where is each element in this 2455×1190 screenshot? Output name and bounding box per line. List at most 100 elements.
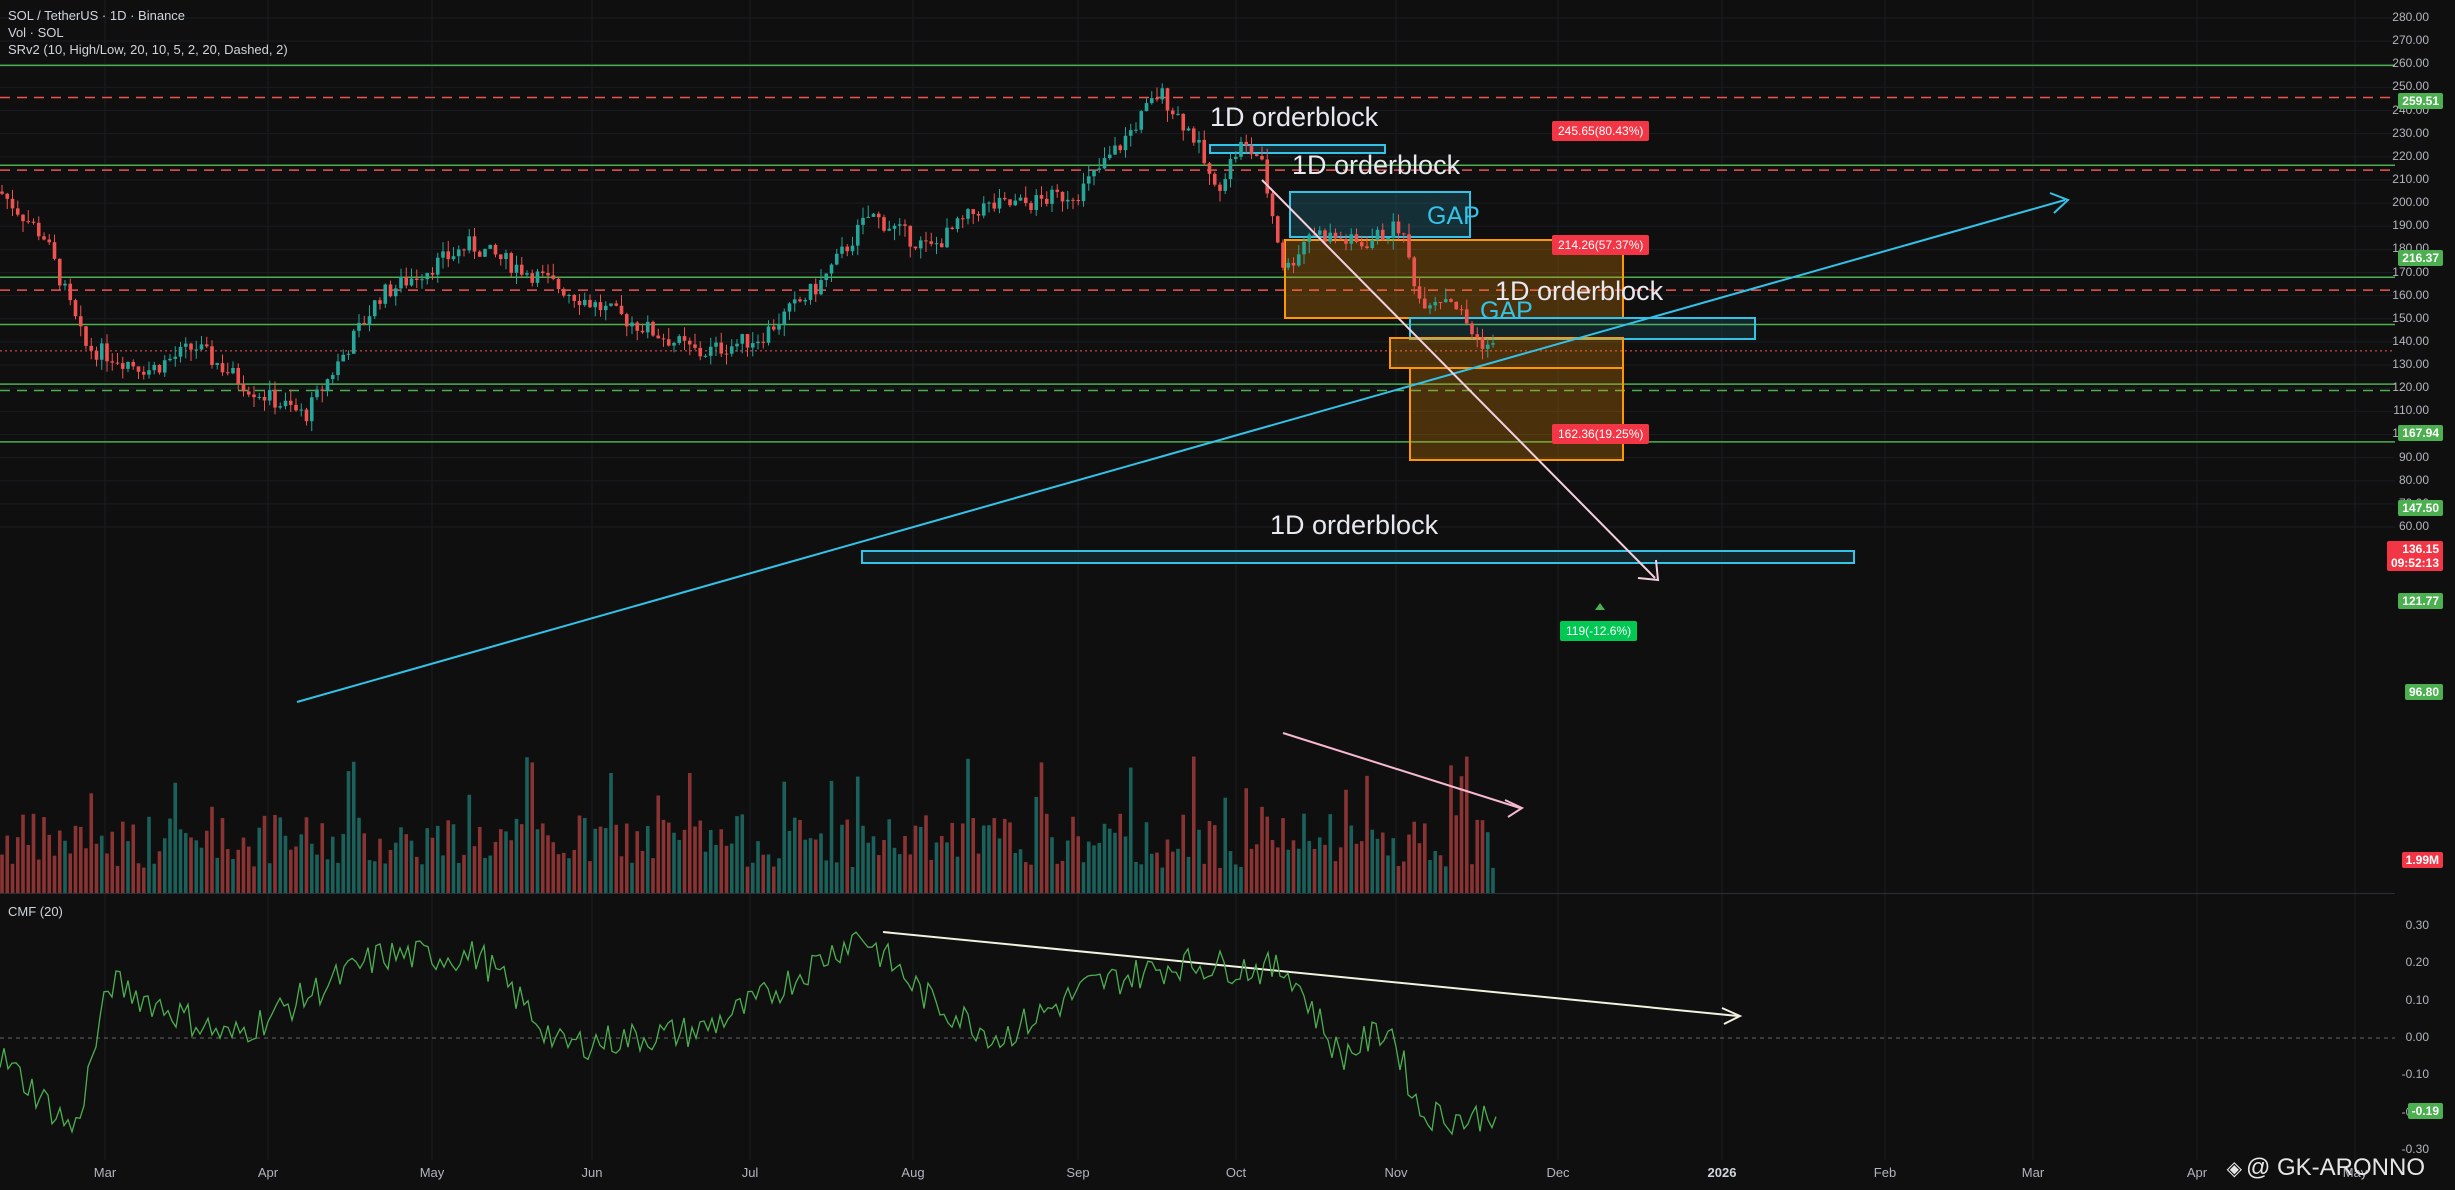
volume-legend[interactable]: Vol · SOL: [8, 25, 64, 40]
candle-body: [1034, 195, 1039, 210]
candle-body: [918, 240, 923, 249]
volume-bar: [855, 776, 860, 893]
candle-body: [598, 302, 603, 311]
watermark-text: @ GK-ARONNO: [2245, 1154, 2425, 1181]
candle-body: [1176, 113, 1180, 115]
indicator-legend[interactable]: SRv2 (10, High/Low, 20, 10, 5, 2, 20, Da…: [8, 42, 288, 57]
volume-bar: [78, 826, 83, 893]
price-tick: 90.00: [2398, 449, 2429, 464]
price-tick: 260.00: [2392, 56, 2429, 71]
volume-bar: [1207, 820, 1212, 893]
symbol-legend[interactable]: SOL / TetherUS · 1D · Binance: [8, 8, 186, 23]
orderblock-label-3[interactable]: 1D orderblock: [1495, 276, 1664, 306]
candle-body: [1134, 129, 1138, 131]
volume-bar: [1144, 822, 1149, 893]
volume-bar: [210, 806, 214, 893]
volume-bar: [1291, 840, 1296, 893]
price-tick: 190.00: [2392, 218, 2429, 233]
target-label-c[interactable]: 162.36(19.25%): [1552, 424, 1650, 444]
volume-bar: [850, 866, 855, 893]
volume-bar: [304, 817, 309, 893]
volume-bar: [525, 757, 529, 893]
candle-body: [929, 241, 934, 244]
candle-body: [157, 364, 162, 373]
candle-body: [330, 374, 335, 380]
candle-body: [913, 246, 918, 249]
time-tick: Apr: [257, 1165, 279, 1180]
orderblock-zone-4: [861, 550, 1855, 564]
candle-body: [1223, 179, 1228, 191]
candle-body: [409, 278, 414, 286]
volume-bar: [1359, 841, 1364, 893]
volume-bar: [1449, 765, 1453, 893]
volume-bar: [157, 851, 162, 893]
candle-body: [1086, 176, 1091, 184]
volume-bar: [425, 828, 430, 893]
volume-bar: [1008, 822, 1012, 893]
candle-body: [1265, 159, 1270, 194]
candle-body: [105, 343, 109, 362]
orderblock-label-2[interactable]: 1D orderblock: [1292, 150, 1461, 180]
candle-body: [1443, 299, 1448, 303]
volume-bar: [1102, 823, 1107, 893]
uptrend-line: [296, 199, 2066, 703]
time-tick: Mar: [93, 1165, 117, 1180]
candle-body: [1128, 130, 1133, 136]
candle-body: [1349, 234, 1354, 244]
candle-body: [1212, 173, 1217, 185]
candle-body: [252, 394, 256, 398]
volume-bar: [651, 858, 655, 893]
candle-body: [619, 305, 624, 315]
target-label-d[interactable]: 119(-12.6%): [1560, 621, 1638, 641]
candle-body: [572, 295, 577, 301]
volume-bar: [635, 831, 640, 893]
candle-body: [57, 258, 62, 286]
volume-bar: [435, 825, 440, 893]
gap-label-1[interactable]: GAP: [1427, 202, 1480, 230]
volume-bar: [1265, 816, 1270, 893]
volume-bar: [1060, 860, 1065, 893]
target-label-b[interactable]: 214.26(57.37%): [1552, 235, 1650, 255]
volume-bar: [1391, 838, 1396, 893]
candle-body: [1333, 232, 1338, 239]
target-label-a[interactable]: 245.65(80.43%): [1552, 121, 1650, 141]
orderblock-label-1[interactable]: 1D orderblock: [1210, 102, 1379, 132]
gap-label-2[interactable]: GAP: [1480, 297, 1533, 325]
volume-bar: [997, 838, 1002, 893]
candle-body: [1485, 344, 1490, 349]
volume-bar: [236, 849, 241, 893]
candle-body: [677, 336, 682, 343]
volume-bar: [1438, 855, 1443, 893]
volume-bar: [1039, 762, 1044, 893]
cmf-indicator: [0, 931, 1497, 1136]
candle-body: [162, 360, 167, 373]
candle-body: [425, 272, 430, 280]
candle-body: [1296, 254, 1301, 266]
candle-body: [73, 300, 78, 317]
volume-bar: [57, 830, 62, 893]
gap-zone-3: [1409, 367, 1624, 461]
candle-body: [299, 409, 304, 411]
volume-bar: [1018, 849, 1023, 893]
volume-bar: [729, 843, 734, 893]
candle-body: [1039, 195, 1044, 199]
volume-bar: [614, 824, 619, 893]
candle-body: [278, 406, 283, 408]
cmf-legend[interactable]: CMF (20): [8, 904, 63, 919]
volume-bar: [897, 854, 902, 893]
orderblock-label-4[interactable]: 1D orderblock: [1270, 510, 1439, 540]
candle-body: [215, 363, 220, 365]
candle-body: [47, 239, 52, 243]
candle-body: [204, 344, 209, 347]
volume-bar: [1328, 814, 1333, 893]
volume-bar: [141, 867, 146, 893]
candle-body: [304, 409, 309, 422]
cmf-tick: -0.30: [2401, 1142, 2429, 1156]
candle-body: [960, 218, 965, 220]
candle-body: [435, 257, 440, 275]
price-tick: 120.00: [2392, 380, 2429, 395]
volume-bar: [488, 855, 493, 893]
volume-bar: [1223, 797, 1228, 893]
volume-bar: [315, 854, 319, 893]
